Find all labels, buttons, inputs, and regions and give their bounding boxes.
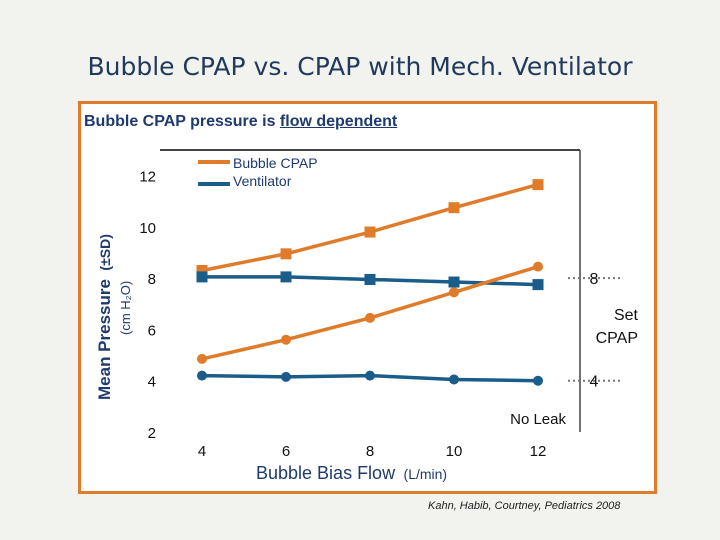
citation: Kahn, Habib, Courtney, Pediatrics 2008 — [428, 500, 621, 512]
data-point-circle — [281, 371, 291, 382]
x-tick-label: 6 — [282, 443, 290, 460]
panel-heading-emphasis: flow dependent — [279, 113, 398, 130]
data-point-square — [196, 271, 208, 283]
y-tick-label: 6 — [148, 322, 156, 339]
plot-area — [140, 148, 580, 458]
x-tick-label: 10 — [446, 443, 463, 460]
y-axis-label-main: Mean Pressure — [95, 279, 114, 400]
data-point-square — [280, 271, 292, 283]
data-point-circle — [197, 353, 207, 364]
data-point-square — [280, 248, 292, 260]
data-point-square — [364, 226, 376, 238]
data-point-square — [448, 276, 460, 288]
y-tick-label: 2 — [148, 425, 156, 442]
x-axis-label-unit: (L/min) — [404, 466, 448, 482]
y-tick-label: 10 — [139, 220, 156, 237]
data-point-square — [196, 264, 208, 276]
data-point-circle — [365, 312, 375, 323]
data-point-square — [532, 279, 544, 291]
set-cpap-level-label: 8 — [590, 271, 599, 288]
set-cpap-label-line1: Set — [614, 307, 639, 324]
set-cpap-label-line2: CPAP — [596, 330, 638, 347]
x-axis-label-main: Bubble Bias Flow — [256, 463, 396, 483]
x-tick-label: 4 — [198, 443, 206, 460]
data-point-circle — [281, 334, 291, 345]
y-axis-unit: (cm H₂O) — [118, 281, 133, 335]
data-point-circle — [365, 370, 375, 381]
set-cpap-level-label: 4 — [590, 374, 599, 391]
x-tick-label: 12 — [530, 443, 547, 460]
data-point-circle — [449, 287, 459, 298]
data-point-circle — [533, 375, 543, 386]
y-axis-label: Mean Pressure (±SD) — [95, 234, 114, 400]
no-leak-annotation: No Leak — [510, 411, 566, 428]
data-point-circle — [197, 370, 207, 381]
data-point-circle — [533, 261, 543, 272]
x-axis-label: Bubble Bias Flow (L/min) — [256, 463, 447, 483]
slide-title: Bubble CPAP vs. CPAP with Mech. Ventilat… — [87, 52, 633, 81]
data-point-square — [532, 179, 544, 191]
legend-label: Bubble CPAP — [233, 155, 318, 171]
panel-heading: Bubble CPAP pressure is flow dependent — [84, 113, 397, 131]
y-axis-label-suffix: (±SD) — [97, 234, 113, 270]
data-point-circle — [449, 374, 459, 385]
data-point-square — [448, 202, 460, 214]
y-tick-label: 8 — [148, 271, 156, 288]
y-tick-label: 4 — [148, 374, 156, 391]
y-tick-label: 12 — [139, 169, 156, 186]
panel-heading-prefix: Bubble CPAP pressure is — [84, 113, 280, 130]
data-point-square — [364, 273, 376, 285]
legend-label: Ventilator — [233, 173, 292, 189]
x-tick-label: 8 — [366, 443, 374, 460]
